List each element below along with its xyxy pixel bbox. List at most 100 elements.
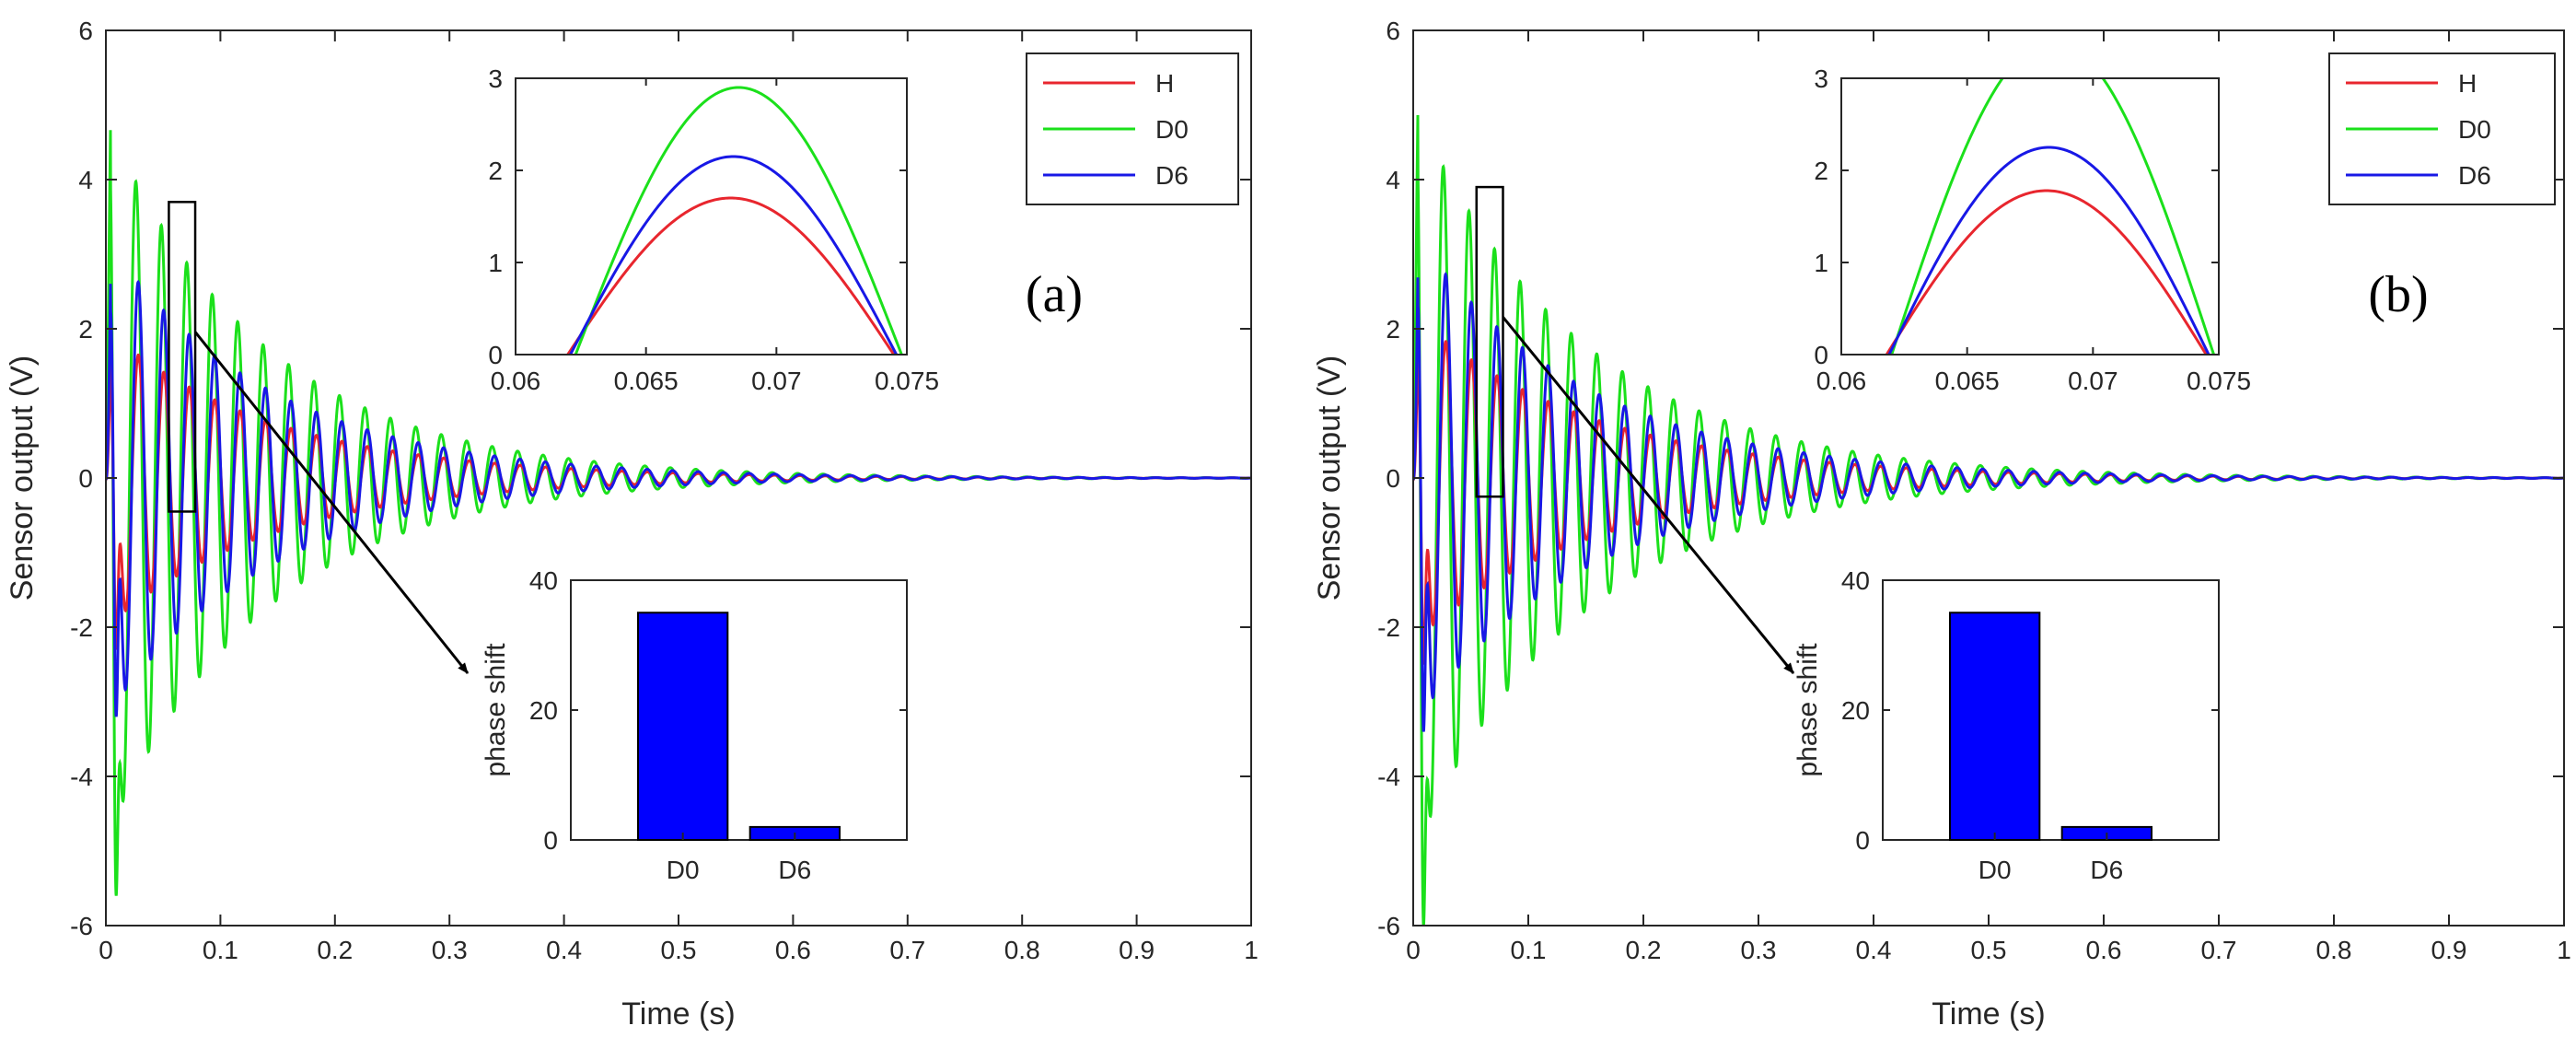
x-tick-label: 0.9	[2431, 936, 2467, 964]
zoom-series-line-H	[566, 196, 896, 355]
zoom-y-tick-label: 0	[1814, 341, 1828, 369]
x-tick-label: 0.3	[1741, 936, 1777, 964]
x-tick-label: 0.6	[2086, 936, 2122, 964]
series-line-D6	[1413, 272, 2564, 732]
zoom-y-tick-label: 2	[488, 157, 503, 185]
bar-y-tick-label: 0	[1855, 826, 1870, 855]
bar-category-label: D0	[667, 856, 700, 884]
x-tick-label: 0	[1406, 936, 1421, 964]
x-tick-label: 0.7	[2201, 936, 2237, 964]
x-axis-label: Time (s)	[621, 997, 735, 1032]
panel-b: 0 0.1 0.2 0.3 0.4 0.5 0.6 0.7 0.8 0.9 1 -6 -4 -2 0 2 4 6 T…	[1312, 17, 2571, 1032]
y-tick-label: -6	[1377, 912, 1400, 940]
zoom-plot-area	[516, 78, 907, 355]
x-tick-label: 0.4	[1856, 936, 1892, 964]
zoom-series-line-D0	[574, 86, 903, 355]
phase-shift-inset: D0 D6 0 20 40 phase shift	[481, 566, 908, 884]
x-tick-label: 0.8	[2316, 936, 2352, 964]
bar-y-tick-label: 0	[543, 826, 558, 855]
phase-shift-inset: D0 D6 0 20 40 phase shift	[1793, 566, 2220, 884]
x-tick-label: 0.2	[1626, 936, 1662, 964]
x-tick-label: 0.6	[775, 936, 811, 964]
x-axis-label: Time (s)	[1932, 997, 2045, 1032]
zoom-series-line-D6	[1887, 146, 2210, 355]
zoom-region-box	[168, 201, 197, 513]
zoom-x-tick-label: 0.075	[875, 367, 939, 395]
y-tick-label: 2	[1386, 315, 1400, 344]
zoom-arrow	[193, 331, 470, 674]
legend-label-D0: D0	[2458, 115, 2491, 144]
y-axis-label: Sensor output (V)	[1312, 355, 1347, 600]
zoom-series-line-H	[1885, 189, 2208, 355]
bar-D0	[637, 612, 729, 841]
zoom-y-tick-label: 1	[488, 249, 503, 277]
bar-axes-frame	[1882, 579, 2220, 841]
x-tick-label: 0	[99, 936, 113, 964]
x-tick-label: 0.5	[1971, 936, 2007, 964]
x-tick-label: 0.8	[1004, 936, 1040, 964]
y-tick-label: 6	[1386, 17, 1400, 45]
x-tick-label: 0.9	[1119, 936, 1155, 964]
bar-y-tick-label: 40	[1841, 566, 1870, 595]
zoom-y-tick-label: 0	[488, 341, 503, 369]
bar-y-tick-label: 20	[1841, 696, 1870, 725]
bar-category-label: D6	[778, 856, 811, 884]
bar-y-tick-label: 20	[529, 696, 558, 725]
x-tick-label: 1	[1244, 936, 1259, 964]
x-tick-label: 0.4	[546, 936, 582, 964]
zoom-x-tick-label: 0.06	[491, 367, 541, 395]
panel-label: (b)	[2368, 266, 2428, 323]
zoom-axes-frame	[1840, 77, 2220, 355]
zoom-inset: 0.06 0.065 0.07 0.075 0 1 2 3	[488, 64, 939, 395]
y-tick-label: 2	[78, 315, 93, 344]
zoom-plot-area	[1841, 78, 2219, 355]
zoom-x-tick-label: 0.065	[1935, 367, 2000, 395]
bar-y-tick-label: 40	[529, 566, 558, 595]
zoom-arrow	[1502, 316, 1795, 674]
y-tick-label: 0	[78, 464, 93, 493]
panel-label: (a)	[1026, 266, 1083, 323]
y-tick-label: -4	[1377, 763, 1400, 791]
series-line-D6	[106, 279, 1251, 717]
y-axis-label: Sensor output (V)	[5, 355, 40, 600]
bar-D0	[1949, 612, 2041, 841]
x-tick-label: 0.7	[889, 936, 925, 964]
bar-y-axis-label: phase shift	[1793, 643, 1823, 777]
y-tick-label: -2	[70, 613, 93, 642]
x-tick-label: 0.1	[203, 936, 238, 964]
zoom-inset: 0.06 0.065 0.07 0.075 0 1 2 3	[1814, 64, 2251, 395]
x-tick-label: 0.2	[317, 936, 353, 964]
legend-label-D0: D0	[1155, 115, 1189, 144]
y-tick-label: 4	[1386, 166, 1400, 194]
zoom-series-line-D6	[569, 155, 898, 355]
legend-label-H: H	[2458, 69, 2477, 98]
zoom-x-tick-label: 0.07	[2068, 367, 2118, 395]
zoom-x-tick-label: 0.07	[751, 367, 802, 395]
y-tick-label: 0	[1386, 464, 1400, 493]
zoom-y-tick-label: 1	[1814, 249, 1828, 277]
x-tick-label: 0.5	[661, 936, 697, 964]
x-tick-label: 0.3	[432, 936, 468, 964]
zoom-x-tick-label: 0.075	[2187, 367, 2251, 395]
bar-axes-frame	[570, 579, 908, 841]
zoom-axes-frame	[515, 77, 908, 355]
y-tick-label: 4	[78, 166, 93, 194]
y-tick-label: 6	[78, 17, 93, 45]
legend-label-D6: D6	[2458, 161, 2491, 190]
zoom-region-box	[1475, 185, 1504, 498]
bar-category-label: D0	[1978, 856, 2012, 884]
y-tick-label: -2	[1377, 613, 1400, 642]
bar-category-label: D6	[2090, 856, 2123, 884]
zoom-x-tick-label: 0.065	[614, 367, 679, 395]
y-tick-label: -6	[70, 912, 93, 940]
y-tick-label: -4	[70, 763, 93, 791]
zoom-y-tick-label: 3	[488, 64, 503, 93]
zoom-y-tick-label: 3	[1814, 64, 1828, 93]
bar-y-axis-label: phase shift	[481, 643, 511, 777]
x-tick-label: 1	[2557, 936, 2571, 964]
zoom-y-tick-label: 2	[1814, 157, 1828, 185]
legend-label-H: H	[1155, 69, 1174, 98]
panel-a: 0 0.1 0.2 0.3 0.4 0.5 0.6 0.7 0.8 0.9 1 -6 -4 -2 0 2 4 6 T…	[5, 17, 1259, 1032]
zoom-series-line-D0	[1890, 78, 2215, 355]
